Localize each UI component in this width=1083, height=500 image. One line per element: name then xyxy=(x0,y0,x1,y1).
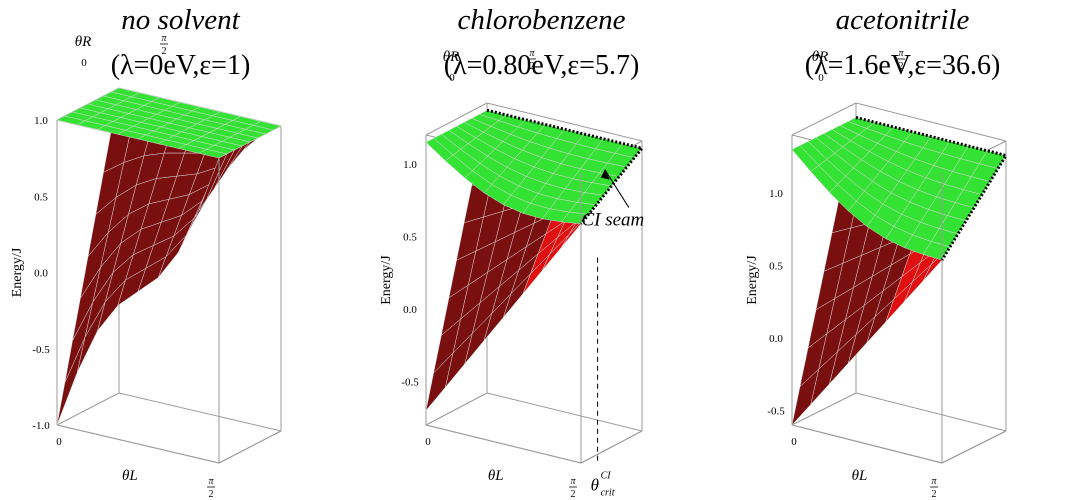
z-axis-label: Energy/J xyxy=(745,255,760,305)
y-tick-pi-half: π2 xyxy=(160,33,168,57)
theta-crit-label: θ CI crit xyxy=(591,470,615,498)
theta-sup: CI xyxy=(601,470,612,481)
surfaces xyxy=(56,87,282,426)
ci-seam-arrow xyxy=(600,169,630,208)
x-tick-0: 0 xyxy=(56,436,62,448)
y-tick-0: 0 xyxy=(449,72,455,84)
panel-title: acetonitrile xyxy=(835,4,970,36)
z-tick-label: 0.5 xyxy=(769,261,783,273)
x-axis-label: θL xyxy=(488,468,504,484)
surfaces xyxy=(425,109,643,411)
z-axis-label: Energy/J xyxy=(10,247,25,297)
z-tick-label: 0.0 xyxy=(769,333,783,345)
y-tick-0: 0 xyxy=(81,57,87,69)
tick-numerator: π xyxy=(161,33,167,44)
tick-denominator: 2 xyxy=(209,489,214,500)
tick-numerator: π xyxy=(208,476,214,487)
z-tick-label: -0.5 xyxy=(401,377,419,389)
z-tick-label: -0.5 xyxy=(32,344,50,356)
x-tick-0: 0 xyxy=(791,436,797,448)
y-tick-0: 0 xyxy=(818,72,824,84)
y-axis-label: θR xyxy=(443,49,460,65)
tick-numerator: π xyxy=(570,476,576,487)
tick-denominator: 2 xyxy=(932,489,937,500)
ci-seam-line xyxy=(486,108,645,225)
tick-numerator: π xyxy=(898,48,904,59)
z-tick-label: 0.0 xyxy=(403,304,417,316)
panel-params: (λ=0.80eV,ε=5.7) xyxy=(443,50,640,81)
panel-title: chlorobenzene xyxy=(457,4,626,36)
ci-seam-line xyxy=(855,116,1009,261)
tick-denominator: 2 xyxy=(899,61,904,72)
surfaces xyxy=(791,117,1007,426)
x-tick-pi-half: π2 xyxy=(930,476,938,500)
tick-denominator: 2 xyxy=(530,61,535,72)
y-axis-label: θR xyxy=(812,49,829,65)
z-tick-label: 0.0 xyxy=(34,268,48,280)
theta-sub: crit xyxy=(601,487,615,498)
front-edges xyxy=(791,173,1007,464)
tick-numerator: π xyxy=(529,48,535,59)
panel-chlorobenzene: chlorobenzene (λ=0.80eV,ε=5.7) 1.0 0.5 0.0… xyxy=(361,0,722,500)
z-ticks: 1.0 0.5 0.0 -0.5 xyxy=(767,188,785,418)
z-ticks: 1.0 0.5 0.0 -0.5 -1.0 xyxy=(32,115,50,432)
upper-surface-cell xyxy=(198,149,228,159)
tick-denominator: 2 xyxy=(571,489,576,500)
z-tick-label: 1.0 xyxy=(769,188,783,200)
tick-denominator: 2 xyxy=(162,46,167,57)
panel-no-solvent: no solvent (λ=0eV,ε=1) 1.0 0.5 0.0 -0.5 -1.0… xyxy=(0,0,361,500)
panel-title: no solvent xyxy=(121,4,240,36)
z-tick-label: -0.5 xyxy=(767,406,785,418)
x-tick-0: 0 xyxy=(425,436,431,448)
z-tick-label: 0.5 xyxy=(34,191,48,203)
panel-acetonitrile: acetonitrile (λ=1.6eV,ε=36.6) 1.0 0.5 0.0 -… xyxy=(722,0,1083,500)
x-axis-label: θL xyxy=(122,468,138,484)
ci-seam-label: CI seam xyxy=(581,210,644,231)
y-axis-label: θR xyxy=(75,34,92,50)
z-tick-label: 1.0 xyxy=(34,115,48,127)
y-tick-pi-half: π2 xyxy=(897,48,905,72)
z-ticks: 1.0 0.5 0.0 -0.5 xyxy=(401,159,419,389)
x-axis-label: θL xyxy=(852,468,868,484)
theta-symbol: θ xyxy=(591,475,599,494)
tick-numerator: π xyxy=(931,476,937,487)
panel-params: (λ=1.6eV,ε=36.6) xyxy=(804,50,1001,81)
y-tick-pi-half: π2 xyxy=(528,48,536,72)
x-tick-pi-half: π2 xyxy=(207,476,215,500)
x-tick-pi-half: π2 xyxy=(569,476,577,500)
panel-params: (λ=0eV,ε=1) xyxy=(110,50,251,81)
z-tick-label: -1.0 xyxy=(32,420,50,432)
front-edges xyxy=(56,158,282,464)
z-axis-label: Energy/J xyxy=(379,255,394,305)
front-edges xyxy=(425,173,643,464)
z-tick-label: 0.5 xyxy=(403,232,417,244)
z-tick-label: 1.0 xyxy=(403,159,417,171)
